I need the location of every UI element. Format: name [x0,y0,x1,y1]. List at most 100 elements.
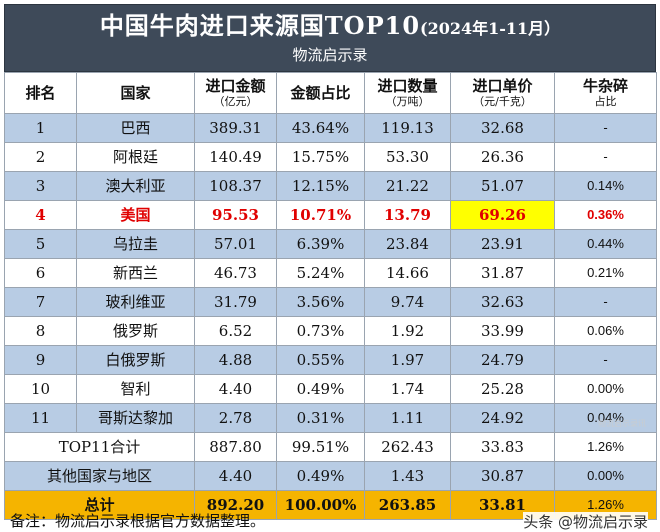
rank-cell: 9 [4,345,77,375]
header-amount: 进口金额 （亿元） [194,72,277,114]
summary-label-cell: TOP11合计 [4,432,195,462]
brand-label: 头条 @物流启示录 [523,512,648,532]
offal-cell: 0.04% [554,403,657,433]
price-cell: 30.87 [450,461,555,491]
table-row: 6 新西兰 46.73 5.24% 14.66 31.87 0.21% [4,258,657,288]
share-cell: 12.15% [276,171,365,201]
quantity-cell: 9.74 [364,287,451,317]
title-main-text: 中国牛肉进口来源国TOP10 [99,11,421,40]
share-cell: 0.55% [276,345,365,375]
price-cell-highlighted: 69.26 [450,200,555,230]
amount-cell: 389.31 [194,113,277,143]
amount-cell: 46.73 [194,258,277,288]
offal-cell: 0.14% [554,171,657,201]
quantity-cell: 13.79 [364,200,451,230]
watermark: 物流启示录讯 [598,419,646,428]
table-row: 7 玻利维亚 31.79 3.56% 9.74 32.63 - [4,287,657,317]
offal-cell: 1.26% [554,432,657,462]
offal-cell: - [554,142,657,172]
country-cell: 白俄罗斯 [76,345,195,375]
header-country: 国家 [76,72,195,114]
table-row: 11 哥斯达黎加 2.78 0.31% 1.11 24.92 0.04% [4,403,657,433]
header-share: 金额占比 [276,72,365,114]
table-row: 9 白俄罗斯 4.88 0.55% 1.97 24.79 - [4,345,657,375]
table-row-highlighted: 4 美国 95.53 10.71% 13.79 69.26 0.36% [4,200,657,230]
quantity-cell: 263.85 [364,490,451,520]
offal-cell: 0.36% [554,200,657,230]
quantity-cell: 262.43 [364,432,451,462]
amount-cell: 95.53 [194,200,277,230]
page-subtitle: 物流启示录 [292,46,368,64]
country-cell: 阿根廷 [76,142,195,172]
quantity-cell: 1.11 [364,403,451,433]
price-cell: 32.68 [450,113,555,143]
title-bar: 中国牛肉进口来源国TOP10(2024年1-11月） 物流启示录 [4,4,656,72]
rank-cell: 5 [4,229,77,259]
page-title: 中国牛肉进口来源国TOP10(2024年1-11月） [5,5,655,44]
table-row: 10 智利 4.40 0.49% 1.74 25.28 0.00% [4,374,657,404]
share-cell: 0.49% [276,461,365,491]
amount-cell: 4.40 [194,374,277,404]
offal-cell: 0.06% [554,316,657,346]
quantity-cell: 1.74 [364,374,451,404]
country-cell: 乌拉圭 [76,229,195,259]
share-cell: 99.51% [276,432,365,462]
rank-cell: 4 [4,200,77,230]
amount-cell: 57.01 [194,229,277,259]
quantity-cell: 21.22 [364,171,451,201]
rank-cell: 3 [4,171,77,201]
beef-import-table-card: 中国牛肉进口来源国TOP10(2024年1-11月） 物流启示录 排名 国家 进… [4,4,657,520]
header-offal: 牛杂碎 占比 [554,72,657,114]
offal-cell: - [554,287,657,317]
price-cell: 25.28 [450,374,555,404]
rank-cell: 10 [4,374,77,404]
price-cell: 31.87 [450,258,555,288]
data-table: 排名 国家 进口金额 （亿元） 金额占比 进口数量 （万吨） 进口单价 （元/千克） … [4,72,657,520]
rank-cell: 8 [4,316,77,346]
share-cell: 5.24% [276,258,365,288]
country-cell: 澳大利亚 [76,171,195,201]
price-cell: 32.63 [450,287,555,317]
share-cell: 10.71% [276,200,365,230]
country-cell: 智利 [76,374,195,404]
offal-cell: - [554,113,657,143]
header-row: 排名 国家 进口金额 （亿元） 金额占比 进口数量 （万吨） 进口单价 （元/千克） … [4,72,657,114]
share-cell: 0.31% [276,403,365,433]
country-cell: 新西兰 [76,258,195,288]
quantity-cell: 23.84 [364,229,451,259]
country-cell: 美国 [76,200,195,230]
amount-cell: 140.49 [194,142,277,172]
table-row: 3 澳大利亚 108.37 12.15% 21.22 51.07 0.14% [4,171,657,201]
header-unit-price: 进口单价 （元/千克） [450,72,555,114]
header-rank: 排名 [4,72,77,114]
table-row: 5 乌拉圭 57.01 6.39% 23.84 23.91 0.44% [4,229,657,259]
summary-row-others: 其他国家与地区 4.40 0.49% 1.43 30.87 0.00% [4,461,657,491]
header-quantity: 进口数量 （万吨） [364,72,451,114]
country-cell: 巴西 [76,113,195,143]
rank-cell: 7 [4,287,77,317]
country-cell: 俄罗斯 [76,316,195,346]
offal-cell: 0.44% [554,229,657,259]
price-cell: 24.92 [450,403,555,433]
table-row: 2 阿根廷 140.49 15.75% 53.30 26.36 - [4,142,657,172]
quantity-cell: 1.43 [364,461,451,491]
rank-cell: 1 [4,113,77,143]
share-cell: 15.75% [276,142,365,172]
offal-cell: 0.00% [554,374,657,404]
share-cell: 100.00% [276,490,365,520]
share-cell: 0.73% [276,316,365,346]
amount-cell: 31.79 [194,287,277,317]
amount-cell: 4.40 [194,461,277,491]
amount-cell: 6.52 [194,316,277,346]
table-row: 8 俄罗斯 6.52 0.73% 1.92 33.99 0.06% [4,316,657,346]
amount-cell: 892.20 [194,490,277,520]
quantity-cell: 14.66 [364,258,451,288]
country-cell: 哥斯达黎加 [76,403,195,433]
share-cell: 3.56% [276,287,365,317]
quantity-cell: 1.97 [364,345,451,375]
quantity-cell: 119.13 [364,113,451,143]
title-period: (2024年1-11月） [420,19,561,38]
rank-cell: 2 [4,142,77,172]
table-row: 1 巴西 389.31 43.64% 119.13 32.68 - [4,113,657,143]
offal-cell: 0.00% [554,461,657,491]
